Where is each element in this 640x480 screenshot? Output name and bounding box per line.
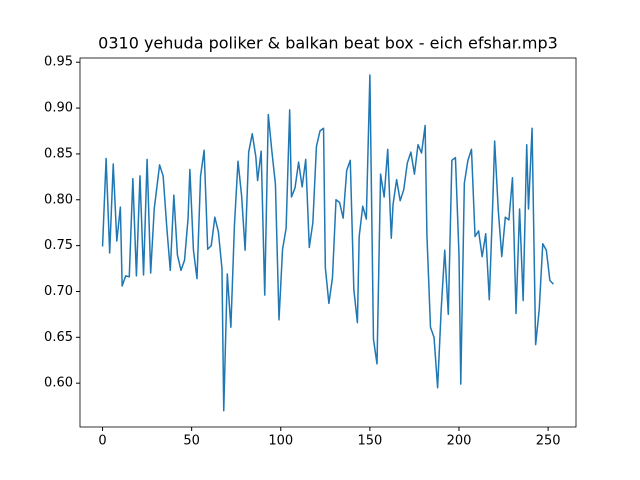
y-tick-label: 0.80: [44, 192, 73, 207]
y-tick-label: 0.90: [44, 101, 73, 116]
x-tick-label: 0: [98, 434, 106, 449]
y-tick-label: 0.95: [44, 55, 73, 70]
y-tick-label: 0.60: [44, 376, 73, 391]
x-tick-label: 150: [357, 434, 382, 449]
plot-frame: [79, 57, 577, 428]
y-tick-label: 0.70: [44, 284, 73, 299]
x-tick-label: 50: [183, 434, 200, 449]
y-tick-label: 0.75: [44, 238, 73, 253]
chart-title: 0310 yehuda poliker & balkan beat box - …: [98, 34, 558, 53]
x-tick-label: 100: [268, 434, 293, 449]
x-tick-label: 250: [536, 434, 561, 449]
y-tick-label: 0.85: [44, 146, 73, 161]
x-tick-label: 200: [447, 434, 472, 449]
y-tick-label: 0.65: [44, 330, 73, 345]
data-line: [101, 74, 554, 412]
